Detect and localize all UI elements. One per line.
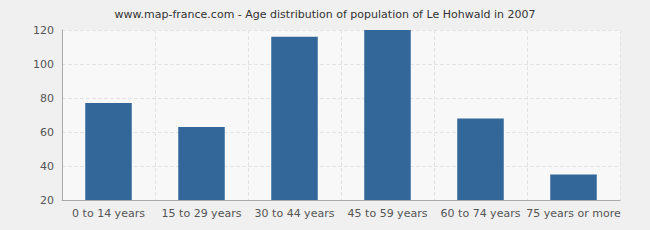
svg-text:75 years or more: 75 years or more (526, 207, 621, 220)
svg-text:0 to 14 years: 0 to 14 years (72, 207, 145, 220)
svg-text:30 to 44 years: 30 to 44 years (255, 207, 335, 220)
svg-text:80: 80 (40, 92, 54, 105)
svg-text:100: 100 (33, 58, 54, 71)
svg-text:15 to 29 years: 15 to 29 years (162, 207, 242, 220)
svg-text:45 to 59 years: 45 to 59 years (348, 207, 428, 220)
svg-text:120: 120 (33, 24, 54, 37)
svg-text:40: 40 (40, 160, 54, 173)
svg-text:20: 20 (40, 194, 54, 207)
svg-text:60: 60 (40, 126, 54, 139)
svg-text:www.map-france.com - Age distr: www.map-france.com - Age distribution of… (115, 8, 536, 21)
svg-text:60 to 74 years: 60 to 74 years (441, 207, 521, 220)
